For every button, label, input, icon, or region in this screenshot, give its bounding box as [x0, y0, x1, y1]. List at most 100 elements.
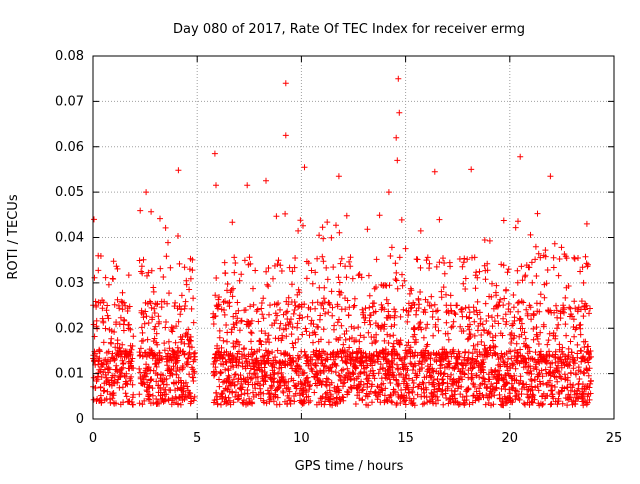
data-point — [382, 385, 389, 392]
data-point — [456, 401, 463, 407]
data-point — [99, 315, 106, 322]
data-point — [164, 300, 171, 307]
data-point — [527, 304, 534, 311]
data-point — [287, 397, 294, 404]
data-point — [416, 301, 423, 308]
data-point — [366, 317, 373, 324]
data-point — [437, 358, 444, 365]
data-point — [430, 400, 437, 407]
data-point — [261, 369, 268, 375]
data-point — [505, 266, 512, 273]
data-point — [275, 300, 282, 307]
data-point — [412, 362, 419, 369]
data-point — [151, 335, 158, 342]
data-point — [291, 299, 298, 305]
data-point — [140, 314, 147, 321]
data-point — [454, 302, 461, 309]
data-point — [494, 312, 501, 319]
data-point — [328, 234, 335, 241]
data-point — [190, 397, 197, 404]
data-point — [450, 350, 457, 357]
data-point — [319, 224, 326, 231]
data-point — [309, 299, 316, 306]
data-point — [335, 386, 342, 393]
data-point — [326, 301, 333, 308]
data-point — [439, 391, 446, 398]
data-point — [411, 301, 418, 308]
data-point — [381, 306, 388, 313]
data-point — [247, 303, 254, 310]
data-point — [174, 357, 181, 364]
data-point — [213, 389, 220, 396]
data-point — [111, 356, 118, 363]
data-point — [268, 390, 275, 397]
data-point — [234, 315, 241, 322]
data-point — [246, 370, 253, 377]
data-point — [542, 247, 549, 254]
data-point — [537, 300, 544, 307]
data-point — [356, 345, 363, 352]
data-point — [175, 167, 182, 174]
data-point — [350, 304, 357, 310]
data-point — [95, 267, 102, 274]
data-point — [371, 359, 378, 366]
data-point — [586, 310, 592, 317]
data-point — [308, 366, 315, 373]
data-point — [580, 402, 587, 409]
data-point — [369, 362, 376, 369]
data-point — [484, 260, 491, 267]
data-point — [145, 320, 152, 326]
data-point — [355, 324, 362, 331]
data-point — [413, 339, 420, 346]
data-point — [319, 378, 326, 385]
data-point — [503, 286, 510, 293]
data-point — [119, 306, 126, 313]
data-point — [265, 265, 272, 271]
data-point — [577, 268, 584, 275]
data-point — [234, 339, 241, 345]
data-point — [170, 325, 176, 332]
data-point — [122, 390, 129, 397]
data-point — [244, 390, 251, 397]
data-point — [377, 391, 384, 398]
data-point — [365, 329, 372, 336]
data-point — [497, 296, 504, 303]
data-point — [561, 385, 568, 392]
data-point — [461, 371, 468, 378]
data-point — [104, 376, 111, 383]
data-point — [275, 370, 281, 377]
data-point — [564, 402, 571, 409]
data-point — [149, 392, 156, 399]
data-point — [139, 270, 146, 277]
data-point — [347, 384, 354, 391]
data-point — [101, 387, 108, 394]
data-point — [262, 378, 269, 385]
data-point — [192, 349, 198, 356]
data-point — [571, 298, 578, 305]
data-point — [242, 307, 249, 313]
y-axis-label: ROTI / TECUs — [6, 194, 21, 279]
data-point — [471, 332, 478, 339]
data-point — [322, 310, 329, 317]
data-point — [522, 359, 529, 366]
data-point — [527, 231, 534, 238]
data-point — [318, 356, 325, 363]
data-point — [309, 280, 316, 287]
data-point — [389, 399, 396, 406]
data-point — [126, 321, 132, 328]
data-point — [418, 393, 425, 400]
ticks-layer — [92, 55, 615, 420]
data-point — [308, 267, 315, 274]
data-point — [578, 298, 585, 305]
data-point — [525, 344, 532, 351]
data-point — [361, 334, 367, 341]
data-point — [389, 343, 396, 350]
data-point — [143, 361, 150, 368]
data-point — [423, 356, 430, 363]
data-point — [105, 348, 112, 355]
data-point — [139, 329, 146, 336]
data-point — [485, 312, 492, 319]
data-point — [571, 255, 578, 262]
data-point — [231, 382, 238, 389]
